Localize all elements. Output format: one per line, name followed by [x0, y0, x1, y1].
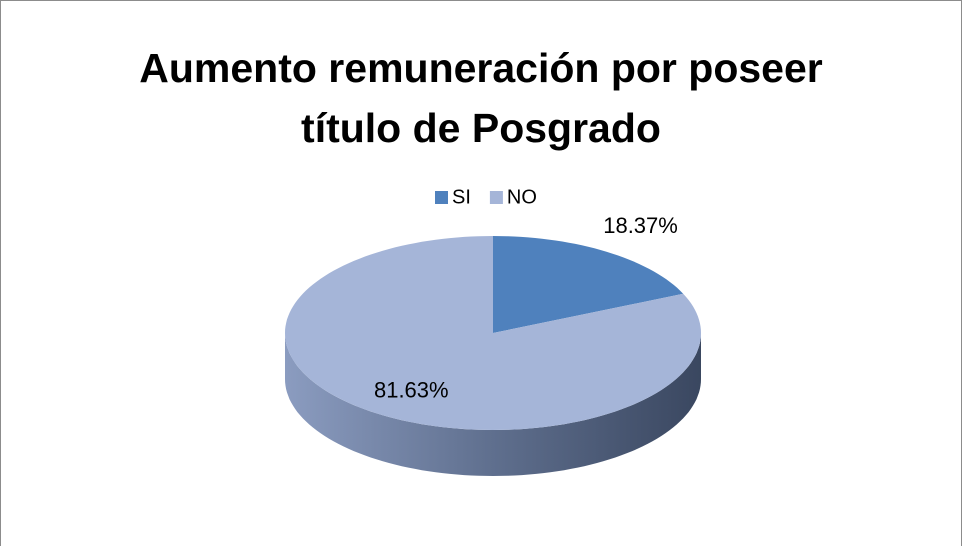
slice-side [285, 333, 701, 476]
legend-swatch [489, 191, 503, 204]
data-label: 81.63% [374, 377, 449, 402]
chart-title: Aumento remuneración por poseer título d… [139, 45, 823, 151]
legend-label: SI [452, 186, 471, 208]
legend-label: NO [507, 186, 537, 208]
data-label: 18.37% [603, 213, 678, 238]
slice [493, 236, 684, 333]
slice [285, 236, 701, 430]
legend-swatch [435, 191, 448, 204]
